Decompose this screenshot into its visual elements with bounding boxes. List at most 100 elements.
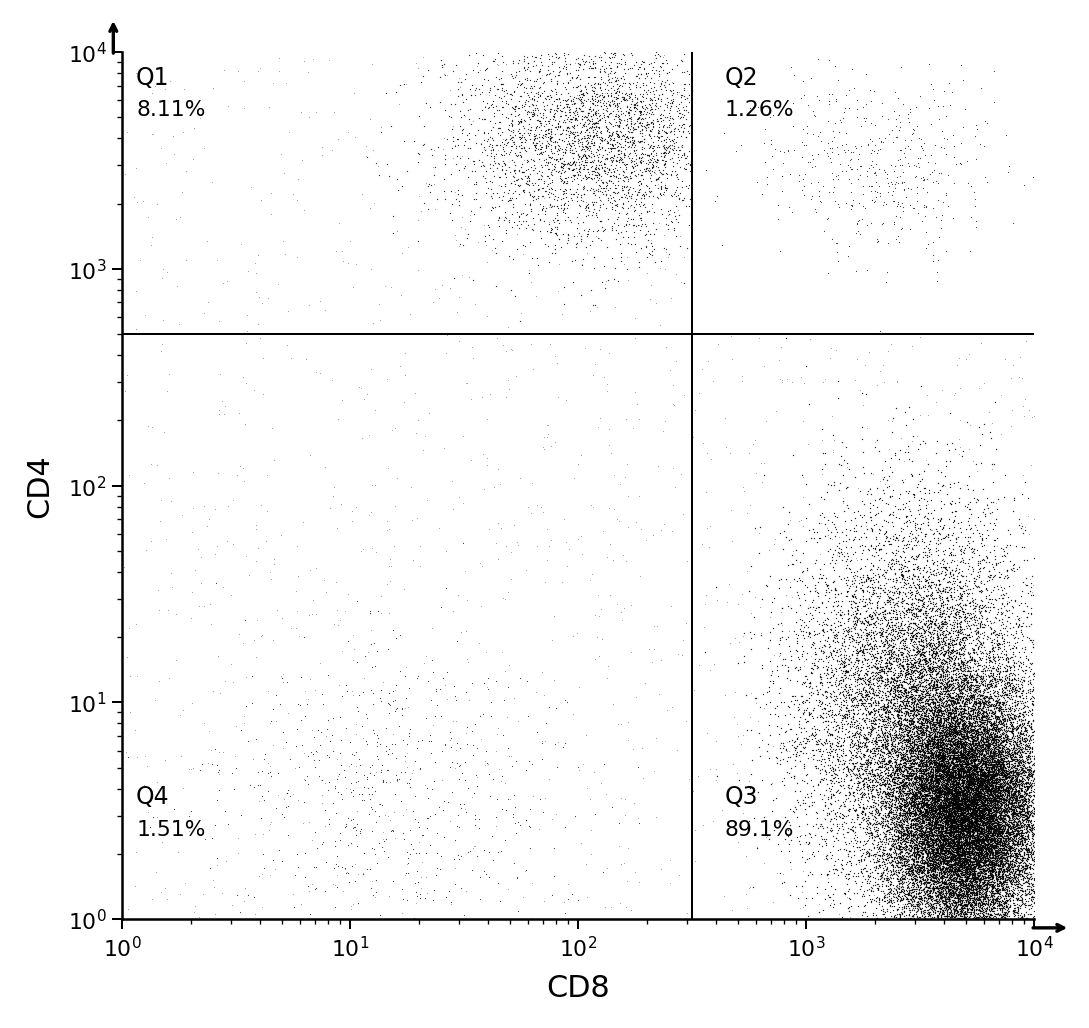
Point bbox=[1004, 721, 1021, 737]
Point bbox=[983, 791, 1001, 807]
Point bbox=[941, 794, 958, 810]
Point bbox=[929, 870, 946, 886]
Point bbox=[896, 796, 914, 812]
Point bbox=[808, 687, 825, 703]
Point bbox=[886, 84, 904, 101]
Point bbox=[989, 809, 1006, 825]
Point bbox=[1018, 693, 1036, 709]
Point bbox=[1011, 879, 1028, 895]
Point bbox=[975, 813, 992, 830]
Point bbox=[901, 693, 918, 709]
Point bbox=[917, 695, 934, 711]
Point bbox=[950, 829, 967, 845]
Point bbox=[933, 718, 951, 734]
Point bbox=[1004, 809, 1021, 825]
Point bbox=[991, 864, 1008, 880]
Point bbox=[890, 762, 907, 778]
Point bbox=[802, 677, 819, 694]
Point bbox=[981, 835, 999, 851]
Point bbox=[942, 752, 959, 769]
Point bbox=[1014, 662, 1031, 678]
Point bbox=[879, 760, 896, 776]
Point bbox=[943, 759, 960, 775]
Point bbox=[893, 759, 910, 775]
Point bbox=[935, 842, 953, 858]
Point bbox=[916, 786, 933, 803]
Point bbox=[1003, 875, 1020, 891]
Point bbox=[908, 193, 926, 210]
Point bbox=[952, 735, 969, 751]
Point bbox=[993, 845, 1011, 861]
Point bbox=[988, 808, 1005, 824]
Point bbox=[933, 727, 951, 743]
Point bbox=[810, 188, 828, 205]
Point bbox=[870, 840, 888, 856]
Point bbox=[965, 783, 982, 800]
Point bbox=[932, 667, 950, 684]
Point bbox=[966, 893, 983, 910]
Point bbox=[969, 563, 987, 580]
Point bbox=[600, 136, 617, 152]
Point bbox=[904, 879, 921, 895]
Point bbox=[992, 901, 1010, 917]
Point bbox=[641, 93, 659, 109]
Point bbox=[922, 862, 940, 879]
Point bbox=[1010, 729, 1027, 745]
Point bbox=[917, 735, 934, 751]
Point bbox=[986, 802, 1003, 818]
Point bbox=[996, 806, 1014, 822]
Point bbox=[603, 222, 621, 238]
Point bbox=[921, 849, 939, 866]
Point bbox=[947, 859, 965, 876]
Point bbox=[921, 720, 939, 736]
Point bbox=[950, 779, 967, 796]
Point bbox=[957, 808, 975, 824]
Point bbox=[898, 798, 916, 814]
Point bbox=[940, 810, 957, 827]
Point bbox=[624, 217, 641, 233]
Point bbox=[975, 756, 992, 772]
Point bbox=[947, 847, 965, 864]
Point bbox=[945, 887, 963, 904]
Point bbox=[1015, 859, 1032, 876]
Point bbox=[605, 65, 623, 81]
Point bbox=[960, 791, 978, 807]
Point bbox=[981, 770, 999, 786]
Point bbox=[888, 573, 905, 589]
Point bbox=[1015, 803, 1032, 819]
Point bbox=[882, 797, 900, 813]
Point bbox=[942, 849, 959, 866]
Point bbox=[885, 555, 903, 572]
Point bbox=[923, 806, 941, 822]
Point bbox=[898, 854, 916, 871]
Point bbox=[407, 425, 425, 441]
Point bbox=[926, 785, 943, 802]
Point bbox=[968, 824, 986, 841]
Point bbox=[983, 898, 1001, 915]
Point bbox=[999, 776, 1016, 793]
Point bbox=[902, 842, 919, 858]
Point bbox=[964, 840, 981, 856]
Point bbox=[905, 807, 922, 823]
Point bbox=[930, 537, 947, 553]
Point bbox=[988, 831, 1005, 847]
Point bbox=[979, 847, 996, 864]
Point bbox=[779, 734, 796, 750]
Point bbox=[891, 702, 908, 719]
Point bbox=[977, 737, 994, 754]
Point bbox=[926, 700, 943, 717]
Point bbox=[982, 865, 1000, 881]
Point bbox=[935, 799, 953, 815]
Point bbox=[938, 592, 955, 609]
Point bbox=[946, 802, 964, 818]
Point bbox=[864, 741, 881, 758]
Point bbox=[943, 799, 960, 815]
Point bbox=[925, 644, 942, 660]
Point bbox=[886, 683, 904, 699]
Point bbox=[979, 873, 996, 889]
Point bbox=[1014, 828, 1031, 844]
Point bbox=[493, 644, 511, 660]
Point bbox=[1013, 787, 1030, 804]
Point bbox=[968, 834, 986, 850]
Point bbox=[989, 760, 1006, 776]
